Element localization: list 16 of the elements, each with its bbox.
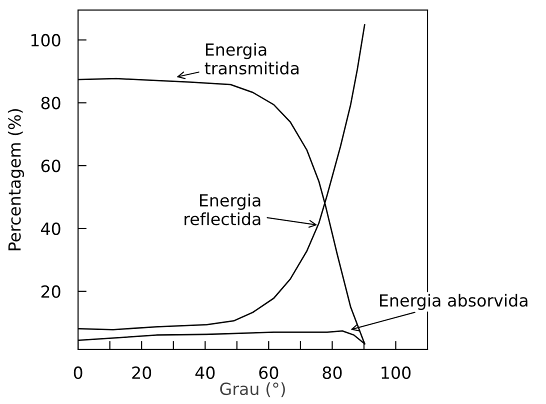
- annotation: Energia reflectida: [184, 194, 260, 226]
- x-tick-label: 60: [259, 366, 278, 380]
- x-tick-label: 40: [195, 366, 215, 380]
- x-tick-label: 20: [132, 366, 152, 380]
- y-axis-title: Percentagem (%): [8, 109, 24, 250]
- y-tick-label: 60: [41, 160, 60, 172]
- y-tick-label: 80: [41, 96, 60, 110]
- y-tick-label: 40: [41, 222, 60, 236]
- x-axis-title: Grau (°): [220, 382, 285, 398]
- y-tick-label: 20: [41, 285, 60, 298]
- x-tick-label: 100: [382, 366, 411, 380]
- annotation: Energia transmitida: [204, 42, 298, 75]
- x-tick-label: 0: [74, 366, 82, 380]
- annotation: Energia absorvida: [380, 294, 528, 310]
- x-tick-label: 80: [322, 366, 342, 380]
- y-tick-label: 100: [31, 34, 60, 47]
